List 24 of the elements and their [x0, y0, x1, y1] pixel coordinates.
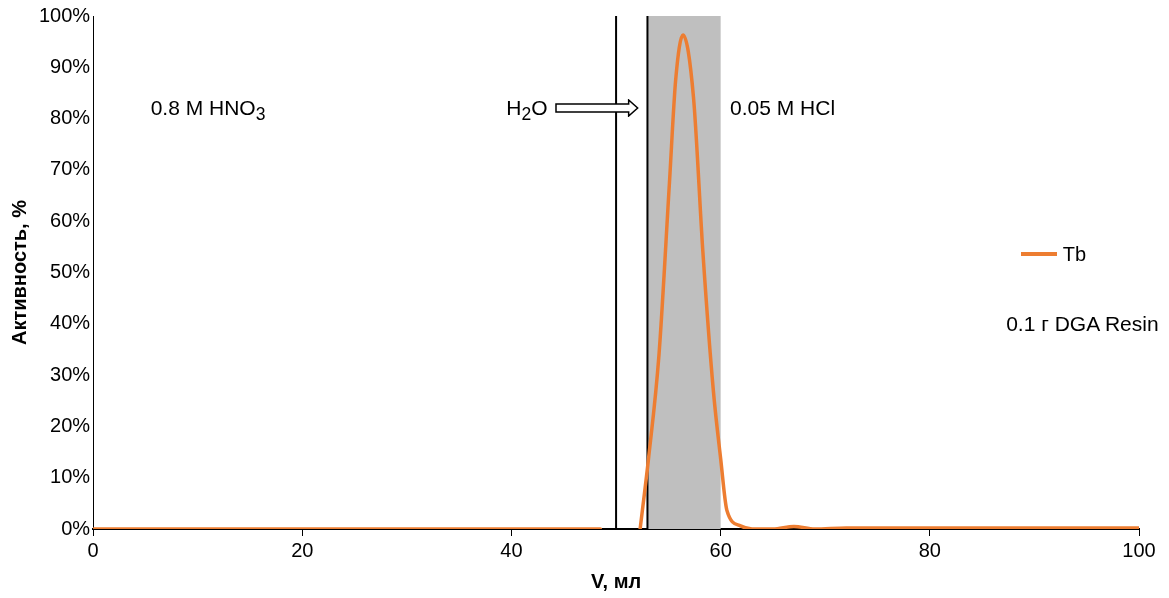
x-tick-label: 100 — [1122, 538, 1156, 561]
y-axis-title: Активность, % — [7, 199, 30, 345]
y-tick-label: 50% — [50, 260, 91, 283]
y-tick-label: 40% — [50, 311, 91, 334]
annotation: 0.05 M HCl — [730, 95, 836, 122]
y-tick-label: 80% — [50, 106, 91, 129]
y-tick-label: 0% — [61, 516, 91, 539]
y-tick-label: 100% — [39, 3, 91, 26]
x-tick-label: 40 — [500, 538, 523, 561]
annotation: 0.1 г DGA Resin — [1006, 310, 1159, 337]
x-tick-label: 20 — [291, 538, 314, 561]
y-tick-label: 10% — [50, 465, 91, 488]
annotation: H$_{2}$O — [506, 95, 548, 127]
y-tick-label: 30% — [50, 362, 91, 385]
x-tick-label: 80 — [918, 538, 941, 561]
x-tick-label: 60 — [709, 538, 732, 561]
x-axis-title: V, мл — [591, 569, 642, 592]
x-tick-label: 0 — [87, 538, 99, 561]
y-tick-label: 90% — [50, 54, 91, 77]
y-tick-label: 20% — [50, 413, 91, 436]
annotation: 0.8 M HNO$_{3}$ — [150, 95, 266, 127]
y-tick-label: 70% — [50, 157, 91, 180]
legend-label: Tb — [1062, 242, 1087, 268]
y-tick-label: 60% — [50, 208, 91, 231]
